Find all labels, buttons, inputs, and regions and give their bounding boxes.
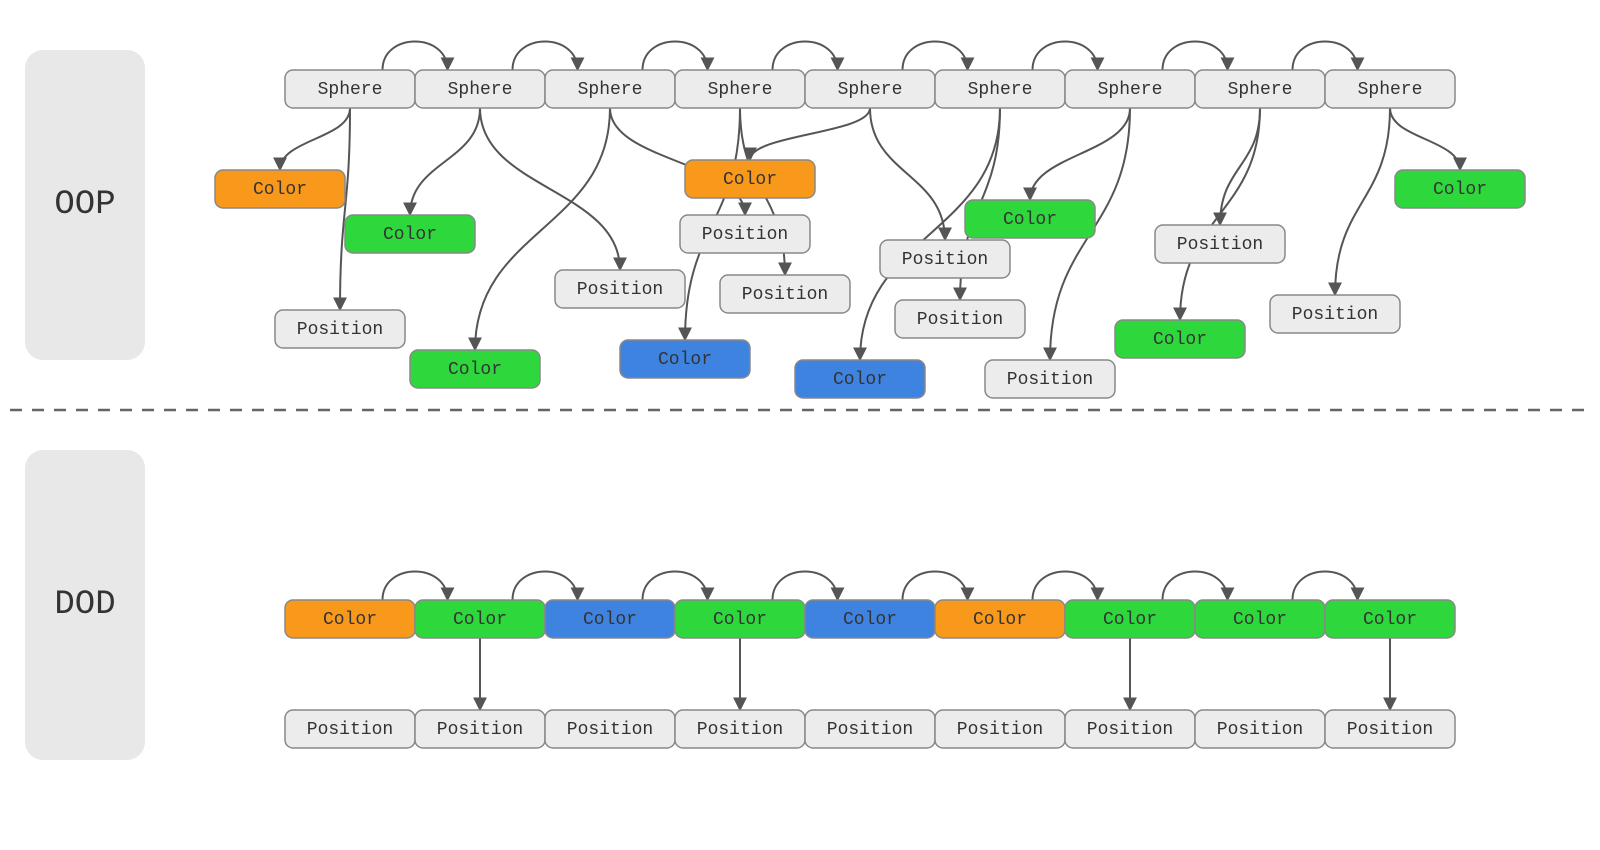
oop-c8-label: Color xyxy=(1433,180,1487,200)
oop-sphere-8-label: Sphere xyxy=(1358,80,1423,100)
oop-edge-4 xyxy=(475,108,610,350)
oop-c3-label: Color xyxy=(658,350,712,370)
dod-position-6-label: Position xyxy=(1087,720,1173,740)
oop-c0-label: Color xyxy=(253,180,307,200)
dod-position-2-label: Position xyxy=(567,720,653,740)
oop-edge-1 xyxy=(340,108,350,310)
dod-position-1-label: Position xyxy=(437,720,523,740)
oop-sphere-link-4 xyxy=(903,42,968,71)
dod-position-8-label: Position xyxy=(1347,720,1433,740)
oop-p4-label: Position xyxy=(902,250,988,270)
diagram-canvas: Sphere Sphere Sphere Sphere Sphere Sphere Sphe… xyxy=(0,0,1600,850)
dod-color-6-label: Color xyxy=(1103,610,1157,630)
dod-position-7-label: Position xyxy=(1217,720,1303,740)
dod-color-2-label: Color xyxy=(583,610,637,630)
oop-sphere-2-label: Sphere xyxy=(578,80,643,100)
dod-color-link-7 xyxy=(1293,572,1358,601)
oop-edge-2 xyxy=(410,108,480,215)
oop-sphere-1-label: Sphere xyxy=(448,80,513,100)
oop-p5-label: Position xyxy=(917,310,1003,330)
oop-c7-label: Color xyxy=(1153,330,1207,350)
oop-edge-12 xyxy=(1030,108,1130,200)
oop-edge-16 xyxy=(1390,108,1460,170)
oop-p1-label: Position xyxy=(577,280,663,300)
oop-sphere-link-2 xyxy=(643,42,708,71)
oop-edge-8 xyxy=(750,108,870,160)
oop-sphere-6-label: Sphere xyxy=(1098,80,1163,100)
oop-p2-label: Position xyxy=(702,225,788,245)
oop-sphere-4-label: Sphere xyxy=(838,80,903,100)
oop-edge-9 xyxy=(870,108,945,240)
section-label-oop-text: OOP xyxy=(54,186,115,224)
dod-color-0-label: Color xyxy=(323,610,377,630)
oop-c6-label: Color xyxy=(1003,210,1057,230)
oop-sphere-link-3 xyxy=(773,42,838,71)
oop-sphere-0-label: Sphere xyxy=(318,80,383,100)
oop-sphere-link-5 xyxy=(1033,42,1098,71)
dod-color-5-label: Color xyxy=(973,610,1027,630)
oop-p7-label: Position xyxy=(1177,235,1263,255)
oop-sphere-7-label: Sphere xyxy=(1228,80,1293,100)
oop-sphere-3-label: Sphere xyxy=(708,80,773,100)
oop-c4-label: Color xyxy=(723,170,777,190)
oop-p3-label: Position xyxy=(742,285,828,305)
oop-edge-17 xyxy=(1335,108,1390,295)
oop-sphere-link-6 xyxy=(1163,42,1228,71)
oop-p8-label: Position xyxy=(1292,305,1378,325)
oop-edge-0 xyxy=(280,108,350,170)
dod-color-8-label: Color xyxy=(1363,610,1417,630)
oop-sphere-5-label: Sphere xyxy=(968,80,1033,100)
dod-color-link-4 xyxy=(903,572,968,601)
dod-position-5-label: Position xyxy=(957,720,1043,740)
oop-sphere-link-1 xyxy=(513,42,578,71)
dod-color-link-6 xyxy=(1163,572,1228,601)
dod-color-link-5 xyxy=(1033,572,1098,601)
dod-position-3-label: Position xyxy=(697,720,783,740)
dod-color-link-0 xyxy=(383,572,448,601)
oop-sphere-link-7 xyxy=(1293,42,1358,71)
oop-c5-label: Color xyxy=(833,370,887,390)
oop-p6-label: Position xyxy=(1007,370,1093,390)
dod-position-4-label: Position xyxy=(827,720,913,740)
oop-edge-3 xyxy=(480,108,620,270)
dod-color-7-label: Color xyxy=(1233,610,1287,630)
dod-color-1-label: Color xyxy=(453,610,507,630)
oop-sphere-link-0 xyxy=(383,42,448,71)
dod-color-link-1 xyxy=(513,572,578,601)
dod-color-link-3 xyxy=(773,572,838,601)
oop-p0-label: Position xyxy=(297,320,383,340)
dod-color-4-label: Color xyxy=(843,610,897,630)
dod-position-0-label: Position xyxy=(307,720,393,740)
oop-c1-label: Color xyxy=(383,225,437,245)
section-label-dod-text: DOD xyxy=(54,586,115,624)
dod-color-3-label: Color xyxy=(713,610,767,630)
dod-color-link-2 xyxy=(643,572,708,601)
oop-c2-label: Color xyxy=(448,360,502,380)
